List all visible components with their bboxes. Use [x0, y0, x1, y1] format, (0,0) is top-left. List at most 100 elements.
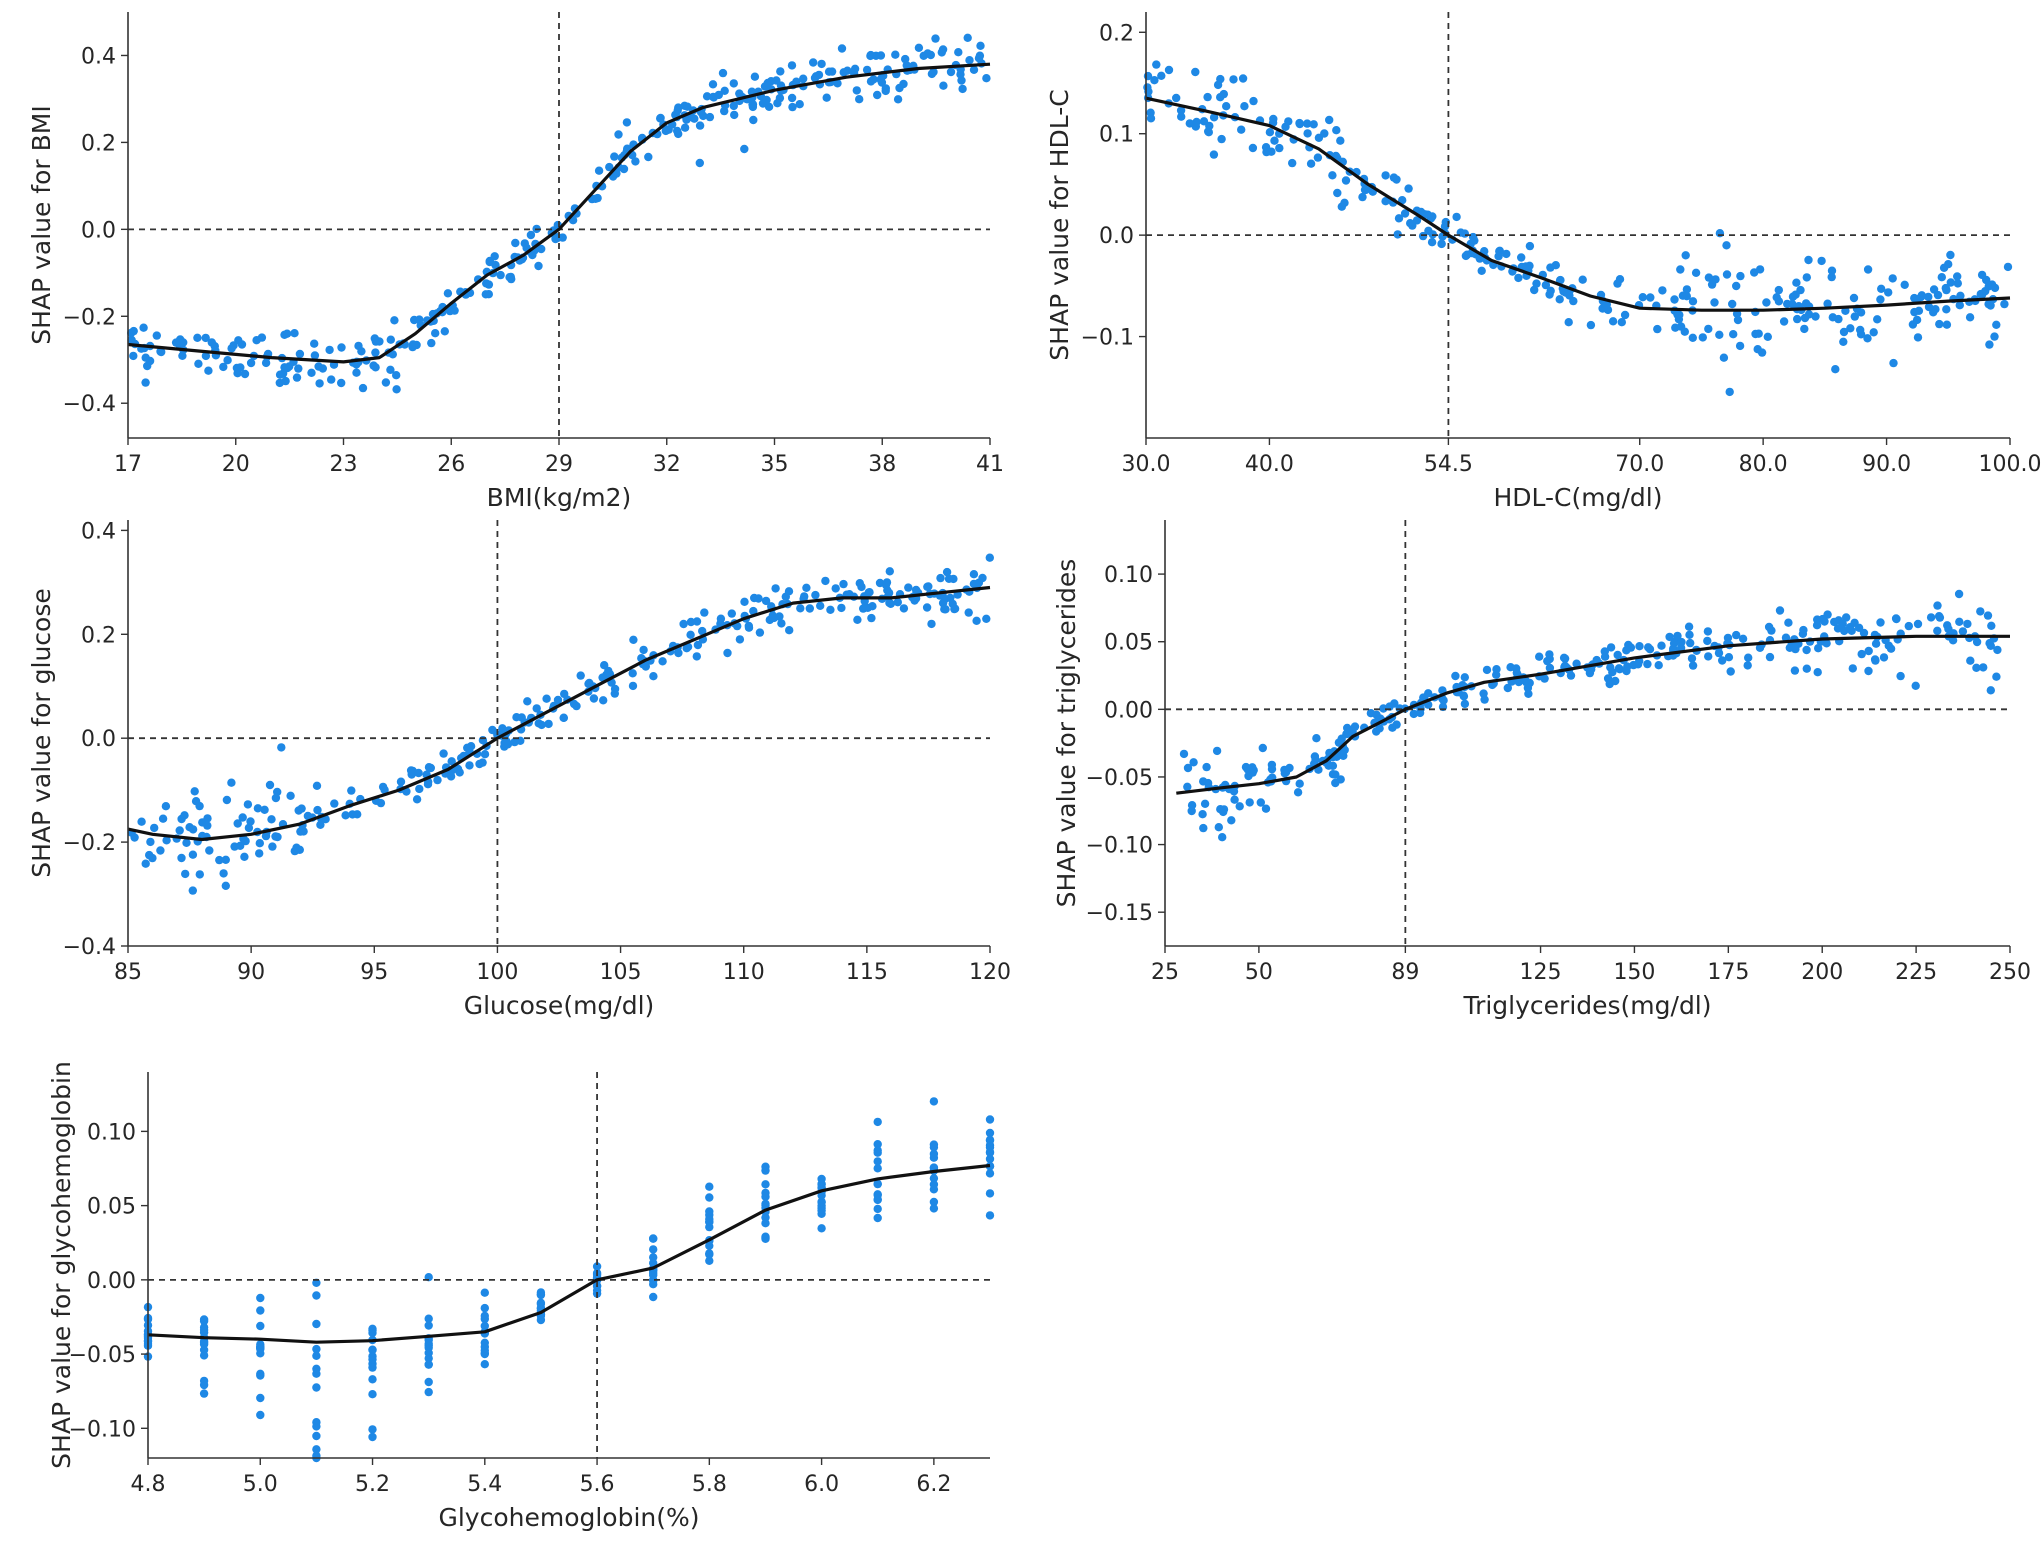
data-point — [1379, 704, 1388, 713]
data-point — [1452, 212, 1461, 222]
data-point — [1732, 630, 1741, 640]
x-tick-label: 115 — [846, 960, 888, 985]
data-point — [480, 1303, 489, 1313]
data-point — [1643, 659, 1652, 669]
data-point — [1774, 285, 1784, 295]
data-point — [799, 74, 808, 83]
data-point — [1684, 622, 1694, 631]
data-point — [881, 580, 891, 590]
data-point — [1551, 261, 1561, 270]
data-point — [929, 1185, 939, 1194]
data-point — [357, 347, 366, 356]
data-point — [1564, 318, 1573, 327]
data-point — [1869, 328, 1878, 337]
data-point — [1150, 76, 1159, 85]
x-tick-label: 26 — [437, 452, 465, 477]
data-point — [705, 1214, 714, 1224]
data-point — [1857, 649, 1866, 659]
data-point — [1688, 297, 1698, 306]
data-point — [1303, 129, 1312, 138]
data-point — [553, 695, 563, 705]
x-tick-label: 105 — [600, 960, 642, 985]
data-point — [221, 855, 230, 864]
data-point — [1944, 260, 1953, 269]
data-point — [199, 1389, 209, 1398]
data-point — [368, 1355, 377, 1364]
data-point — [1222, 102, 1231, 111]
data-point — [1688, 333, 1698, 342]
y-tick-label: 0.2 — [81, 623, 116, 648]
data-point — [1953, 272, 1962, 281]
data-point — [1892, 614, 1901, 624]
data-point — [837, 44, 847, 53]
data-point — [1691, 268, 1701, 277]
data-point — [233, 819, 242, 828]
data-point — [1669, 639, 1679, 648]
data-point — [1704, 652, 1713, 661]
data-point — [215, 855, 224, 865]
data-point — [1682, 285, 1692, 294]
data-point — [598, 673, 607, 682]
data-point — [1688, 661, 1698, 670]
data-point — [1375, 724, 1384, 733]
data-point — [194, 359, 203, 368]
data-point — [853, 615, 862, 624]
data-point — [926, 50, 935, 60]
x-tick-label: 125 — [1520, 960, 1562, 985]
y-tick-label: 0.00 — [87, 1269, 136, 1294]
data-point — [631, 157, 640, 166]
data-point — [130, 833, 139, 842]
data-point — [1888, 274, 1897, 283]
data-point — [837, 603, 846, 613]
data-point — [929, 1204, 939, 1213]
data-point — [156, 846, 165, 855]
data-point — [1828, 313, 1838, 322]
data-point — [873, 1164, 882, 1173]
data-point — [1722, 241, 1731, 250]
data-point — [873, 1179, 882, 1189]
data-point — [431, 329, 440, 338]
data-point — [1799, 625, 1808, 635]
data-point — [141, 378, 150, 387]
data-point — [141, 353, 150, 362]
data-point — [1337, 734, 1346, 743]
x-tick-label: 38 — [868, 452, 896, 477]
data-point — [695, 158, 704, 168]
data-point — [1620, 310, 1630, 320]
data-point — [252, 336, 261, 345]
data-point — [424, 1360, 433, 1369]
data-point — [1863, 265, 1873, 274]
data-point — [1990, 283, 2000, 293]
x-tick-label: 29 — [545, 452, 573, 477]
data-point — [1870, 655, 1880, 664]
data-point — [1202, 762, 1211, 772]
data-point — [1703, 636, 1712, 646]
data-point — [511, 238, 520, 248]
data-point — [1238, 74, 1248, 83]
data-point — [1230, 795, 1239, 804]
data-point — [644, 152, 653, 162]
data-point — [390, 316, 399, 325]
data-point — [871, 51, 881, 60]
x-tick-label: 250 — [1989, 960, 2031, 985]
x-tick-label: 150 — [1613, 960, 1655, 985]
data-point — [1179, 749, 1189, 759]
data-point — [327, 375, 336, 384]
data-point — [161, 802, 171, 811]
data-point — [1942, 305, 1951, 314]
data-point — [480, 1346, 489, 1355]
data-point — [223, 356, 232, 365]
data-point — [761, 1199, 770, 1209]
data-point — [1638, 293, 1648, 302]
data-point — [1813, 668, 1822, 677]
data-point — [1152, 60, 1161, 69]
data-point — [1839, 337, 1848, 346]
data-point — [1216, 74, 1225, 84]
data-point — [693, 640, 703, 650]
data-point — [1802, 664, 1812, 673]
data-point — [749, 606, 758, 616]
data-point — [922, 603, 932, 612]
data-point — [1237, 125, 1246, 134]
data-point — [376, 798, 386, 808]
data-point — [277, 743, 286, 752]
